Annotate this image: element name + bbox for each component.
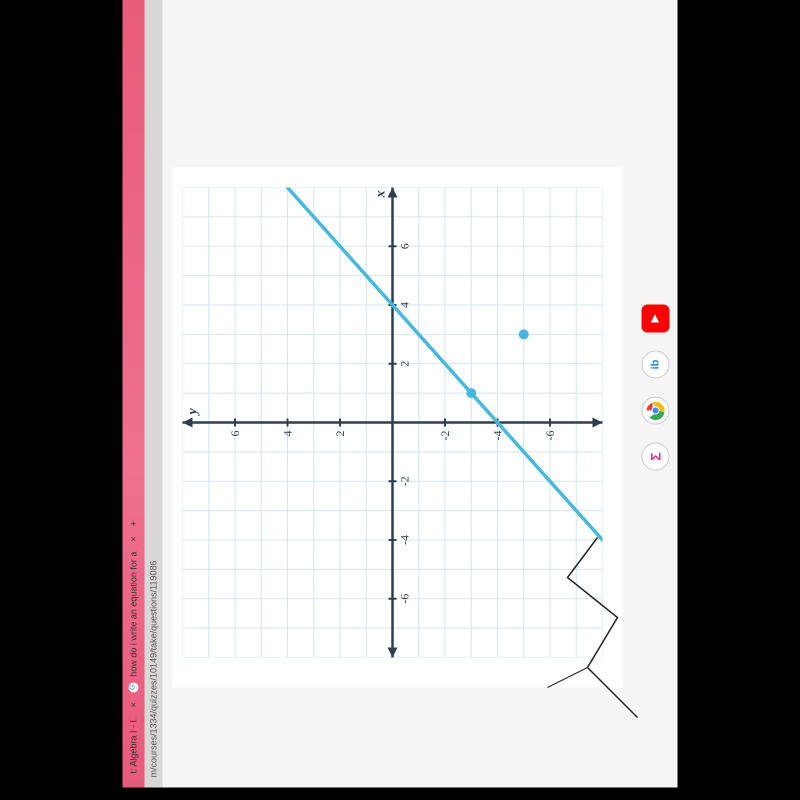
svg-text:6: 6 <box>228 431 242 437</box>
svg-text:-6: -6 <box>543 431 557 441</box>
svg-text:-4: -4 <box>398 535 412 545</box>
svg-text:x: x <box>374 191 389 199</box>
tab-algebra[interactable]: t: Algebra I - I. <box>129 711 139 779</box>
svg-text:2: 2 <box>333 431 347 437</box>
tab-close-1[interactable]: × <box>129 698 139 711</box>
svg-text:4: 4 <box>398 302 412 308</box>
svg-text:-4: -4 <box>491 431 505 441</box>
svg-text:-2: -2 <box>398 476 412 486</box>
svg-text:-2: -2 <box>438 431 452 441</box>
screen-content: t: Algebra I - I. × G how do i write an … <box>123 0 678 788</box>
browser-tab-bar: t: Algebra I - I. × G how do i write an … <box>123 0 145 788</box>
tab-search[interactable]: G how do i write an equation for a <box>128 546 139 699</box>
coordinate-chart: -6 -4 -2 2 4 6 -6 -4 -2 2 4 6 y x <box>173 168 623 688</box>
svg-text:2: 2 <box>398 361 412 367</box>
svg-text:6: 6 <box>398 243 412 249</box>
dock-icon-chrome[interactable] <box>641 397 669 425</box>
chart-svg: -6 -4 -2 2 4 6 -6 -4 -2 2 4 6 y x <box>183 188 603 658</box>
svg-text:4: 4 <box>281 431 295 437</box>
tab-close-2[interactable]: × <box>129 532 139 545</box>
new-tab-button[interactable]: + <box>129 515 139 532</box>
app-dock: Σ ib ▶ <box>633 0 678 788</box>
svg-text:-6: -6 <box>398 594 412 604</box>
dock-icon-youtube[interactable]: ▶ <box>641 305 669 333</box>
dock-icon-sigma[interactable]: Σ <box>641 443 669 471</box>
svg-text:y: y <box>186 408 201 417</box>
url-text: m/courses/1334/quizzes/10149/take/questi… <box>149 561 159 778</box>
dock-icon-ib[interactable]: ib <box>641 351 669 379</box>
url-bar[interactable]: m/courses/1334/quizzes/10149/take/questi… <box>145 0 163 788</box>
